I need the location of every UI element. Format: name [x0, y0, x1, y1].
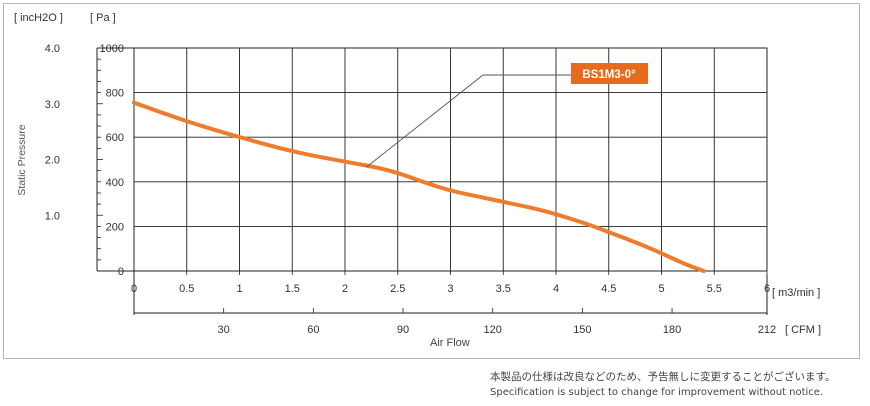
plot-grid: [133, 47, 768, 272]
x2-tick-label: 30: [218, 324, 230, 336]
y-tick-label: 1000: [100, 43, 124, 55]
y-tick-label: 800: [106, 88, 124, 100]
chart-frame: [3, 3, 860, 359]
y2-tick-label: 3.0: [45, 99, 60, 111]
callout-label: BS1M3-0°: [582, 69, 636, 81]
axes: 0 0.5 1 1.5 2 2.5 3 3.5 4 4.5 5 5.5 60 200 400 600 800 10…: [14, 12, 821, 336]
x-tick-label: 5: [658, 283, 664, 295]
x-tick-label: 4: [553, 283, 559, 295]
y2-tick-label: 4.0: [45, 43, 60, 55]
y2-tick-label: 1.0: [45, 210, 60, 222]
y-tick-label: 400: [106, 177, 124, 189]
y-tick-label: 0: [118, 266, 124, 278]
x2-tick-label: 180: [663, 324, 681, 336]
x-tick-label: 3: [447, 283, 453, 295]
x-tick-label: 0.5: [179, 283, 194, 295]
notice-japanese: 本製品の仕様は改良などのため、予告無しに変更することがございます。: [490, 371, 836, 383]
fan-curve-chart: 0 0.5 1 1.5 2 2.5 3 3.5 4 4.5 5 5.5 60 200 400 600 800 10…: [14, 12, 821, 349]
x-unit-label: [ m3/min ]: [772, 287, 820, 299]
y2-unit-label: [ incH2O ]: [14, 12, 63, 24]
callout-box: [571, 63, 648, 84]
x-tick-label: 4.5: [601, 283, 616, 295]
x-tick-label: 1.5: [285, 283, 300, 295]
x-tick-label: 5.5: [707, 283, 722, 295]
x2-tick-label: 212: [758, 324, 776, 336]
series-line: [132, 100, 706, 273]
x-axis-title: Air Flow: [430, 337, 470, 349]
x-tick-label: 2: [342, 283, 348, 295]
y2-tick-label: 2.0: [45, 155, 60, 167]
y-axis-title: Static Pressure: [16, 124, 28, 195]
notice-english: Specification is subject to change for i…: [490, 387, 824, 398]
x2-tick-label: 90: [397, 324, 409, 336]
x-tick-label: 2.5: [390, 283, 405, 295]
callout-leader: [365, 74, 571, 168]
x2-unit-label: [ CFM ]: [785, 324, 821, 336]
series-callout: BS1M3-0°: [365, 63, 648, 168]
x-tick-label: 1: [236, 283, 242, 295]
x2-tick-label: 60: [307, 324, 319, 336]
y-tick-label: 600: [106, 132, 124, 144]
x-tick-label: 3.5: [496, 283, 511, 295]
x2-tick-label: 120: [484, 324, 502, 336]
x2-tick-label: 150: [573, 324, 591, 336]
y-tick-label: 200: [106, 221, 124, 233]
y-unit-label: [ Pa ]: [90, 12, 116, 24]
series-layer: [132, 100, 706, 273]
